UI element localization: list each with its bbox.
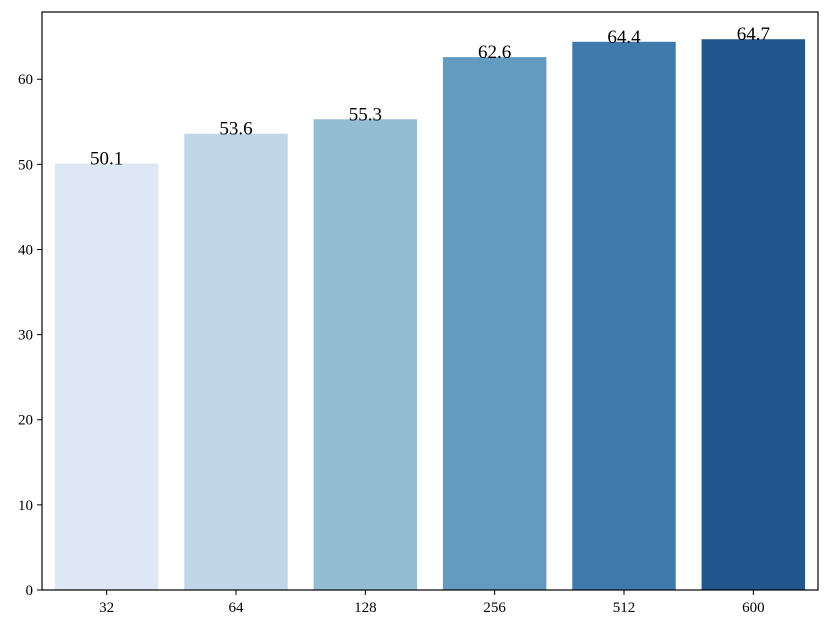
bar-128 xyxy=(313,119,418,591)
y-axis: 0 10 20 30 40 50 60 xyxy=(18,72,42,599)
x-tick-label-600: 600 xyxy=(742,600,765,616)
data-label-64: 53.6 xyxy=(219,119,252,140)
x-axis: 32 64 128 256 512 600 xyxy=(99,590,765,616)
bar-64 xyxy=(184,133,288,591)
x-tick-label-128: 128 xyxy=(354,600,377,616)
data-labels-group: 50.1 53.6 55.3 62.6 64.4 64.7 xyxy=(90,24,770,169)
y-tick-label-40: 40 xyxy=(18,242,33,258)
y-tick-label-50: 50 xyxy=(18,157,33,173)
x-tick-label-32: 32 xyxy=(99,600,114,616)
data-label-600: 64.7 xyxy=(737,24,770,45)
y-tick-label-30: 30 xyxy=(18,328,33,344)
x-tick-label-256: 256 xyxy=(483,600,506,616)
data-label-128: 55.3 xyxy=(349,104,382,125)
y-tick-label-60: 60 xyxy=(18,72,33,88)
data-label-512: 64.4 xyxy=(607,27,641,48)
bars-group xyxy=(54,39,806,591)
x-tick-label-512: 512 xyxy=(613,600,636,616)
plot-frame xyxy=(41,11,819,591)
y-tick-label-10: 10 xyxy=(18,498,33,514)
data-label-32: 50.1 xyxy=(90,149,123,170)
bar-256 xyxy=(442,57,547,591)
bar-600 xyxy=(701,39,806,591)
y-tick-label-20: 20 xyxy=(18,413,33,429)
bar-32 xyxy=(54,163,159,590)
data-label-256: 62.6 xyxy=(478,42,511,63)
x-tick-label-64: 64 xyxy=(229,600,245,616)
y-tick-label-0: 0 xyxy=(26,583,34,599)
bar-512 xyxy=(572,41,676,590)
